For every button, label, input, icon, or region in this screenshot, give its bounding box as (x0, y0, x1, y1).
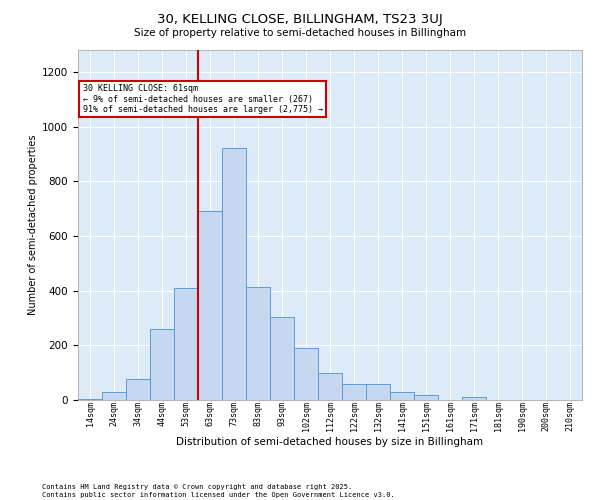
Y-axis label: Number of semi-detached properties: Number of semi-detached properties (28, 134, 38, 316)
Bar (342, 384, 366, 400)
Bar (294, 348, 318, 400)
Bar (102, 392, 126, 400)
Text: 30, KELLING CLOSE, BILLINGHAM, TS23 3UJ: 30, KELLING CLOSE, BILLINGHAM, TS23 3UJ (157, 12, 443, 26)
Bar (246, 286, 270, 400)
Bar (366, 384, 390, 400)
Bar (126, 380, 150, 400)
Bar (222, 148, 246, 400)
Bar (78, 398, 102, 400)
Bar (270, 316, 294, 400)
Bar (390, 392, 414, 400)
Bar (174, 288, 198, 400)
Bar (462, 396, 486, 400)
Text: 30 KELLING CLOSE: 61sqm
← 9% of semi-detached houses are smaller (267)
91% of se: 30 KELLING CLOSE: 61sqm ← 9% of semi-det… (83, 84, 323, 114)
Bar (198, 212, 222, 400)
Bar (318, 372, 342, 400)
X-axis label: Distribution of semi-detached houses by size in Billingham: Distribution of semi-detached houses by … (176, 437, 484, 447)
Text: Size of property relative to semi-detached houses in Billingham: Size of property relative to semi-detach… (134, 28, 466, 38)
Bar (150, 329, 174, 400)
Text: Contains HM Land Registry data © Crown copyright and database right 2025.
Contai: Contains HM Land Registry data © Crown c… (42, 484, 395, 498)
Bar (414, 395, 438, 400)
